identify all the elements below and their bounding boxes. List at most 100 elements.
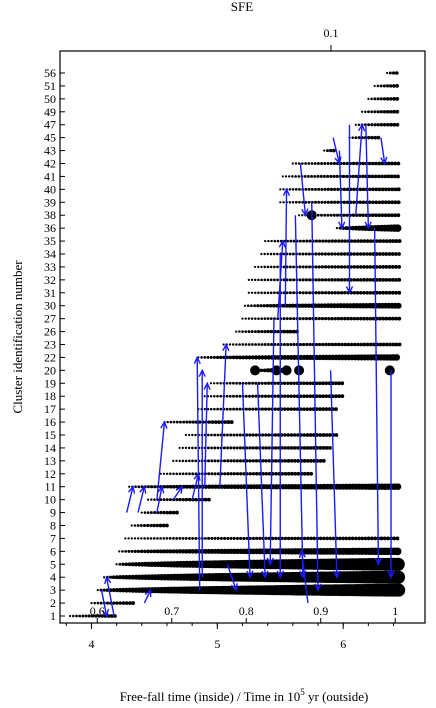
data-point bbox=[207, 420, 212, 424]
data-point bbox=[343, 291, 347, 295]
data-point bbox=[232, 381, 235, 385]
data-point bbox=[323, 149, 326, 152]
series-cluster-30 bbox=[243, 302, 402, 309]
data-point bbox=[312, 446, 316, 450]
data-point bbox=[371, 200, 375, 205]
data-point bbox=[212, 355, 216, 360]
data-point bbox=[272, 265, 276, 269]
data-point bbox=[308, 291, 312, 295]
data-point bbox=[390, 161, 394, 166]
data-point bbox=[384, 200, 388, 205]
data-point bbox=[288, 278, 292, 282]
merger-arrow bbox=[387, 370, 395, 579]
data-point bbox=[298, 291, 302, 295]
data-point bbox=[394, 316, 399, 321]
data-point bbox=[121, 550, 124, 553]
data-point bbox=[285, 291, 289, 295]
merger-arrow-line bbox=[105, 577, 115, 617]
y-tick-label-47: 47 bbox=[44, 118, 56, 132]
data-point bbox=[181, 537, 185, 540]
data-point bbox=[385, 97, 390, 101]
data-point bbox=[257, 343, 261, 346]
data-point bbox=[392, 84, 396, 88]
data-point bbox=[241, 317, 244, 320]
data-point bbox=[165, 484, 170, 489]
data-point bbox=[247, 278, 250, 281]
data-point bbox=[397, 316, 402, 321]
data-point bbox=[314, 187, 317, 191]
data-point bbox=[175, 510, 179, 515]
merger-arrow-head bbox=[301, 208, 309, 217]
data-point bbox=[133, 524, 137, 527]
data-point bbox=[283, 471, 288, 476]
data-point bbox=[351, 136, 355, 139]
merger-arrow-head bbox=[198, 368, 206, 377]
data-point bbox=[194, 446, 197, 450]
data-point bbox=[305, 342, 309, 347]
merger-arrows-layer bbox=[100, 123, 395, 618]
data-point bbox=[351, 174, 355, 179]
data-point bbox=[239, 536, 243, 541]
data-point bbox=[213, 459, 217, 463]
data-point bbox=[296, 459, 300, 463]
data-point bbox=[390, 277, 395, 282]
data-point bbox=[184, 536, 188, 540]
data-point bbox=[164, 523, 169, 528]
data-point bbox=[254, 472, 259, 476]
data-point bbox=[256, 304, 260, 308]
data-point bbox=[206, 433, 210, 437]
data-point bbox=[289, 317, 292, 321]
data-point bbox=[370, 110, 374, 114]
series-cluster-8 bbox=[130, 523, 169, 528]
data-point bbox=[346, 252, 350, 256]
y-tick-label-9: 9 bbox=[50, 506, 56, 520]
merger-arrow bbox=[311, 202, 322, 592]
data-point bbox=[266, 343, 270, 346]
data-point bbox=[320, 265, 324, 269]
data-point bbox=[187, 549, 192, 554]
data-point bbox=[342, 187, 346, 192]
data-point bbox=[318, 394, 322, 399]
data-point bbox=[290, 536, 294, 541]
y-tick-label-51: 51 bbox=[44, 79, 56, 93]
data-point bbox=[307, 162, 311, 165]
data-point bbox=[207, 484, 212, 489]
data-point bbox=[263, 252, 266, 256]
large-data-point bbox=[250, 365, 261, 376]
data-point bbox=[264, 472, 269, 476]
data-point bbox=[184, 433, 187, 437]
data-point bbox=[301, 200, 305, 204]
data-point bbox=[168, 484, 173, 489]
merger-arrow bbox=[345, 124, 354, 295]
data-point bbox=[254, 343, 257, 346]
data-point bbox=[139, 549, 144, 554]
data-point bbox=[321, 433, 326, 437]
data-point bbox=[194, 472, 198, 476]
data-point bbox=[124, 562, 129, 567]
data-point bbox=[368, 316, 373, 321]
data-point bbox=[178, 472, 182, 476]
merger-arrow-line bbox=[332, 137, 341, 164]
data-point bbox=[219, 536, 223, 540]
merger-arrow-head bbox=[282, 187, 291, 196]
data-point bbox=[301, 342, 306, 347]
data-point bbox=[140, 511, 143, 514]
data-point bbox=[314, 239, 318, 243]
data-point bbox=[361, 161, 365, 166]
data-point bbox=[286, 536, 291, 541]
data-point bbox=[143, 549, 147, 554]
data-point bbox=[226, 420, 231, 424]
data-point bbox=[323, 265, 328, 269]
data-point bbox=[323, 200, 327, 204]
data-point bbox=[229, 420, 234, 424]
data-point bbox=[267, 472, 272, 476]
series-cluster-7 bbox=[124, 536, 400, 541]
data-point bbox=[301, 291, 305, 295]
data-point bbox=[355, 278, 360, 282]
data-point bbox=[238, 459, 243, 463]
series-cluster-9 bbox=[140, 510, 179, 515]
data-point bbox=[302, 381, 306, 386]
data-point bbox=[392, 583, 406, 597]
merger-arrow bbox=[355, 123, 366, 216]
data-point bbox=[114, 575, 119, 580]
